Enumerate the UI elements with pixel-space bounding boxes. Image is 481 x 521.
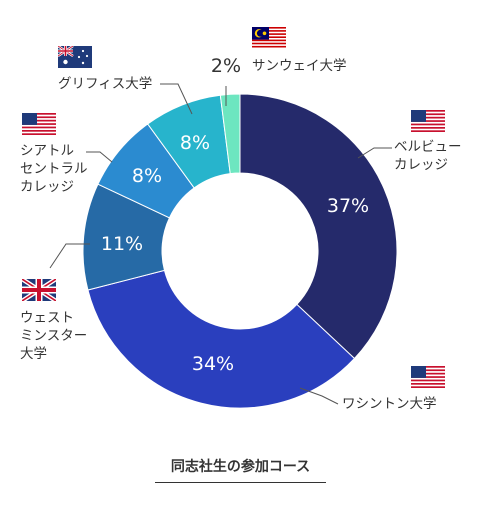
leader-line-griffith: [160, 83, 193, 115]
donut-slices: [82, 93, 398, 409]
malaysia-flag-icon: [252, 27, 286, 49]
australia-flag-icon: [58, 46, 92, 68]
data-label-westminster: 11%: [101, 233, 143, 255]
data-label-washington: 34%: [192, 353, 234, 375]
us-flag-icon: [411, 366, 445, 388]
chart-title: 同志社生の参加コース: [170, 459, 311, 475]
leader-line-washington: [299, 387, 339, 405]
data-label-sunway: 2%: [211, 55, 241, 77]
title-underline: [155, 482, 326, 483]
data-label-griffith: 8%: [180, 132, 210, 154]
leader-line-bellevue: [357, 147, 392, 159]
leader-line-westminster: [49, 243, 90, 269]
donut-slice-bellevue: [239, 93, 398, 360]
leader-line-seattle: [86, 151, 113, 163]
course-name-westminster: ウェスト ミンスター 大学: [20, 310, 88, 362]
us-flag-icon: [411, 110, 445, 132]
donut-slice-washington: [87, 269, 356, 409]
course-name-bellevue: ベルビュー カレッジ: [394, 139, 462, 173]
leader-lines: [49, 83, 392, 405]
data-label-seattle: 8%: [132, 165, 162, 187]
donut-slice-sunway: [219, 93, 241, 175]
course-name-griffith: グリフィス大学: [58, 76, 153, 92]
course-name-seattle: シアトル セントラル カレッジ: [20, 143, 88, 195]
course-name-washington: ワシントン大学: [342, 396, 437, 412]
slice-labels: 37% 34% 11% 8% 8% 2%: [101, 55, 369, 375]
uk-flag-icon: [22, 279, 56, 301]
us-flag-icon: [22, 113, 56, 135]
course-name-sunway: サンウェイ大学: [252, 58, 347, 74]
data-label-bellevue: 37%: [327, 195, 369, 217]
